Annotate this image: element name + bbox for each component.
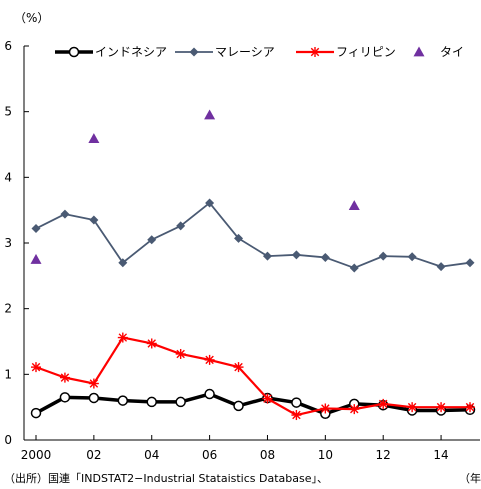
series-0-line [35,392,471,416]
data-point [291,397,302,408]
x-tick-label: 14 [433,448,448,462]
data-point [234,233,244,243]
data-point [291,410,302,421]
y-tick-label: 0 [4,433,12,447]
x-tick-label: 04 [144,448,159,462]
legend-item: タイ [413,45,464,59]
data-point [146,338,157,349]
data-point [31,224,41,234]
legend-item: マレーシア [175,45,275,59]
data-point [147,235,157,245]
data-point [89,215,99,225]
series-2-line [35,336,470,417]
data-point [233,362,244,373]
y-tick-label: 2 [4,302,12,316]
data-point [31,362,41,373]
data-point [60,209,70,219]
data-point [30,407,42,419]
legend-label: マレーシア [215,45,275,59]
data-point [205,198,215,208]
y-tick-label: 4 [4,170,12,184]
x-tick-label: 10 [318,448,333,462]
data-point [262,251,272,261]
y-tick-label: 3 [4,236,12,250]
data-point [465,258,475,268]
data-point [204,354,215,365]
data-point [118,258,128,268]
source-note: （出所）国連「INDSTAT2−Industrial Stataistics D… [4,472,328,485]
legend-item: インドネシア [55,45,167,59]
data-point [413,46,425,57]
data-point [175,396,186,408]
data-point [378,398,389,409]
y-tick-label: 1 [4,367,12,381]
x-tick-label: 06 [202,448,217,462]
data-point [320,403,331,414]
data-point [88,133,100,143]
data-point [262,393,273,404]
data-point [348,200,360,210]
x-tick-label: 12 [376,448,391,462]
data-point [175,348,186,359]
x-tick-label: 08 [260,448,275,462]
data-point [59,392,71,403]
data-point [117,332,128,343]
data-point [189,47,199,57]
legend-label: フィリピン [336,45,396,59]
data-point [349,404,360,415]
data-point [176,221,186,231]
data-point [146,396,157,408]
data-point [378,251,388,261]
y-axis-unit: （%） [14,11,50,25]
data-point [349,263,359,273]
x-tick-label: 2000 [21,448,52,462]
legend-label: タイ [440,45,464,59]
data-point [59,372,70,383]
data-point [117,395,129,406]
data-point [68,46,80,58]
data-point [88,392,100,404]
series-1-line [35,202,471,269]
data-point [233,400,244,412]
data-point [88,378,99,389]
data-point [407,252,417,262]
data-point [465,402,475,413]
data-point [436,402,447,413]
data-point [436,262,446,272]
data-point [204,109,216,120]
data-point [30,253,42,264]
data-point [204,388,215,400]
y-tick-label: 6 [4,39,12,53]
x-tick-label: 02 [86,448,101,462]
y-tick-label: 5 [4,105,12,119]
data-point [320,252,330,262]
data-point [310,47,320,57]
data-point [407,402,418,413]
x-axis-unit: （年 [459,472,481,485]
data-point [291,250,301,260]
legend-item: フィリピン [296,45,396,59]
legend-label: インドネシア [95,45,167,59]
